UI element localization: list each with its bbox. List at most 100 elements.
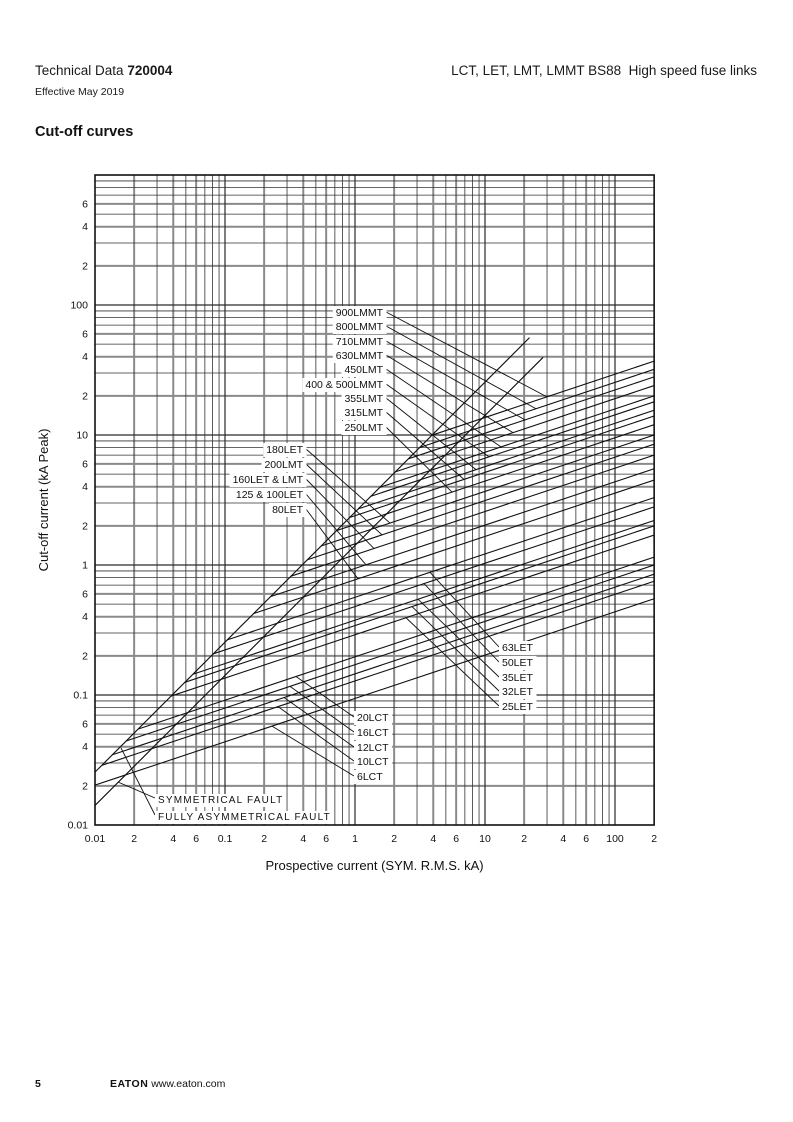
curve-400-500LMMT	[370, 401, 655, 497]
y-tick-label: 2	[82, 390, 88, 402]
leader-63LET	[429, 571, 500, 648]
y-tick-label: 4	[82, 481, 88, 493]
curve-710LMMT	[408, 376, 655, 460]
curve-label: 180LET	[266, 444, 303, 456]
curve-63LET	[227, 497, 655, 641]
leader-900LMMT	[385, 311, 548, 398]
curve-20LCT	[137, 556, 655, 730]
leader-20LCT	[295, 676, 355, 718]
doc-type: Technical Data	[35, 63, 124, 78]
chart-frame	[94, 174, 655, 826]
leader-25LET	[405, 617, 500, 707]
y-tick-label: 2	[82, 780, 88, 792]
curve-label: 80LET	[272, 504, 304, 516]
curve-label: 12LCT	[357, 742, 389, 754]
y-tick-label: 2	[82, 650, 88, 662]
y-tick-label: 6	[82, 328, 88, 340]
curve-label: 32LET	[502, 686, 534, 698]
brand-logo: EATON	[110, 1078, 149, 1090]
leader-10LCT	[277, 706, 355, 762]
leader-16LCT	[289, 686, 355, 733]
x-tick-label: 2	[261, 833, 267, 845]
curve-16LCT	[125, 564, 655, 742]
x-tick-label: 2	[521, 833, 527, 845]
curve-label: 20LCT	[357, 712, 389, 724]
leader-800LMMT	[385, 325, 537, 410]
curve-label: 800LMMT	[336, 321, 384, 333]
x-tick-label: 2	[131, 833, 137, 845]
leader-355LMT	[385, 397, 477, 470]
y-tick-label: 0.01	[68, 820, 89, 832]
product-title: LCT, LET, LMT, LMMT BS88 High speed fuse…	[451, 63, 757, 78]
y-tick-label: 0.1	[73, 690, 88, 702]
page-number: 5	[35, 1078, 41, 1090]
x-tick-label: 0.01	[85, 833, 106, 845]
x-tick-label: 100	[606, 833, 624, 845]
doc-number: 720004	[127, 63, 173, 78]
page-title: Cut-off curves	[35, 124, 134, 140]
y-tick-label: 6	[82, 198, 88, 210]
y-tick-label: 100	[70, 300, 88, 312]
x-tick-label: 2	[651, 833, 657, 845]
brand-url: www.eaton.com	[151, 1078, 226, 1090]
curve-label: 63LET	[502, 642, 534, 654]
y-tick-label: 2	[82, 260, 88, 272]
curve-label: 10LCT	[357, 756, 389, 768]
leader-180LET	[305, 448, 391, 524]
grid-emphasized-lines	[95, 175, 655, 825]
curve-50LET	[213, 506, 655, 655]
x-tick-label: 6	[193, 833, 199, 845]
curve-25LET	[170, 534, 655, 697]
curve-label: 50LET	[502, 657, 534, 669]
curve-label: 630LMMT	[336, 350, 384, 362]
x-axis-title: Prospective current (SYM. R.M.S. kA)	[265, 858, 483, 873]
curve-160LET-LMT	[290, 454, 655, 577]
leader-160LET-LMT	[305, 478, 375, 549]
curve-label: 6LCT	[357, 771, 383, 783]
x-tick-label: 6	[583, 833, 589, 845]
y-tick-label: 4	[82, 611, 88, 623]
axis-tick-labels: 0.01 2 4 6 0.1 2 4 6 1 2 4 6 10 2 4 6 100 2 0.01 2 4 6 0.1 2 4 6 1…	[68, 198, 658, 845]
cutoff-curves-chart: 900LMMT 800LMMT 710LMMT 630LMMT 450LMT 400 & …	[36, 174, 658, 873]
fault-line-label: FULLY ASYMMETRICAL FAULT	[158, 812, 331, 823]
curve-label: 25LET	[502, 701, 534, 713]
leader-asymmetrical-fault	[120, 747, 156, 816]
y-axis-title: Cut-off current (kA Peak)	[36, 429, 51, 572]
curve-180LET	[320, 434, 655, 547]
fault-lines	[95, 337, 544, 806]
curve-250LMT	[336, 424, 655, 532]
leader-250LMT	[385, 426, 453, 493]
y-tick-label: 2	[82, 520, 88, 532]
curve-35LET	[192, 519, 655, 675]
curve-label: 315LMT	[344, 407, 383, 419]
curve-label: 355LMT	[344, 393, 383, 405]
curve-labels: 900LMMT 800LMMT 710LMMT 630LMMT 450LMT 400 & …	[155, 306, 537, 824]
x-tick-label: 4	[560, 833, 566, 845]
leader-symmetrical-fault	[117, 781, 156, 799]
curve-12LCT	[112, 573, 655, 756]
curve-label: 35LET	[502, 672, 534, 684]
y-tick-label: 10	[76, 430, 88, 442]
leader-315LMT	[385, 411, 465, 480]
curve-label: 16LCT	[357, 727, 389, 739]
document-header: Technical Data 720004	[35, 63, 172, 78]
y-tick-label: 1	[82, 560, 88, 572]
y-tick-label: 4	[82, 351, 88, 363]
curve-label: 200LMT	[264, 459, 303, 471]
y-tick-label: 4	[82, 741, 88, 753]
curve-200LMT	[307, 443, 655, 561]
fully-asymmetrical-fault-line	[95, 337, 530, 773]
leader-200LMT	[305, 463, 383, 536]
y-tick-label: 6	[82, 458, 88, 470]
curve-label: 250LMT	[344, 422, 383, 434]
leader-32LET	[411, 606, 500, 692]
curve-label: 900LMMT	[336, 307, 384, 319]
x-tick-label: 4	[170, 833, 176, 845]
x-tick-label: 10	[479, 833, 491, 845]
leader-80LET	[305, 508, 359, 580]
curve-6LCT	[95, 598, 655, 786]
x-tick-label: 6	[323, 833, 329, 845]
x-tick-label: 0.1	[218, 833, 233, 845]
curve-label: 400 & 500LMMT	[305, 379, 383, 391]
